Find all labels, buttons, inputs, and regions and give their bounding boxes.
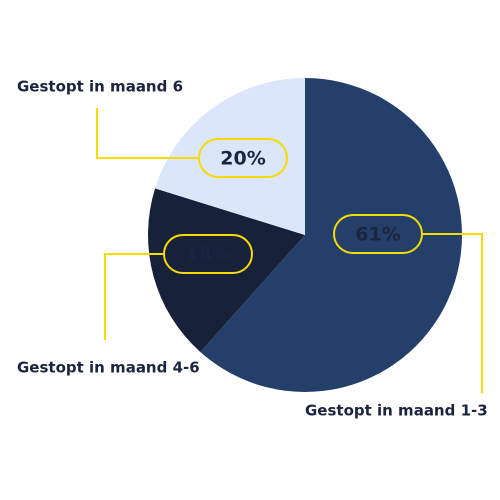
- value-label-box: [163, 234, 253, 274]
- value-label-box: [333, 214, 423, 254]
- value-label: 61%: [355, 224, 400, 246]
- category-label: Gestopt in maand 1-3: [305, 402, 488, 420]
- pie-slice: [200, 78, 462, 393]
- pie-slice: [155, 77, 305, 235]
- category-label: Gestopt in maand 4-6: [17, 359, 200, 377]
- pie-slice: [148, 188, 305, 353]
- value-label-box: [198, 138, 288, 178]
- leader-line: [104, 253, 165, 340]
- leader-line: [422, 233, 483, 393]
- value-label: 20%: [220, 148, 265, 170]
- value-label: 18%: [185, 244, 230, 266]
- leader-line: [96, 108, 200, 159]
- category-label: Gestopt in maand 6: [17, 78, 183, 96]
